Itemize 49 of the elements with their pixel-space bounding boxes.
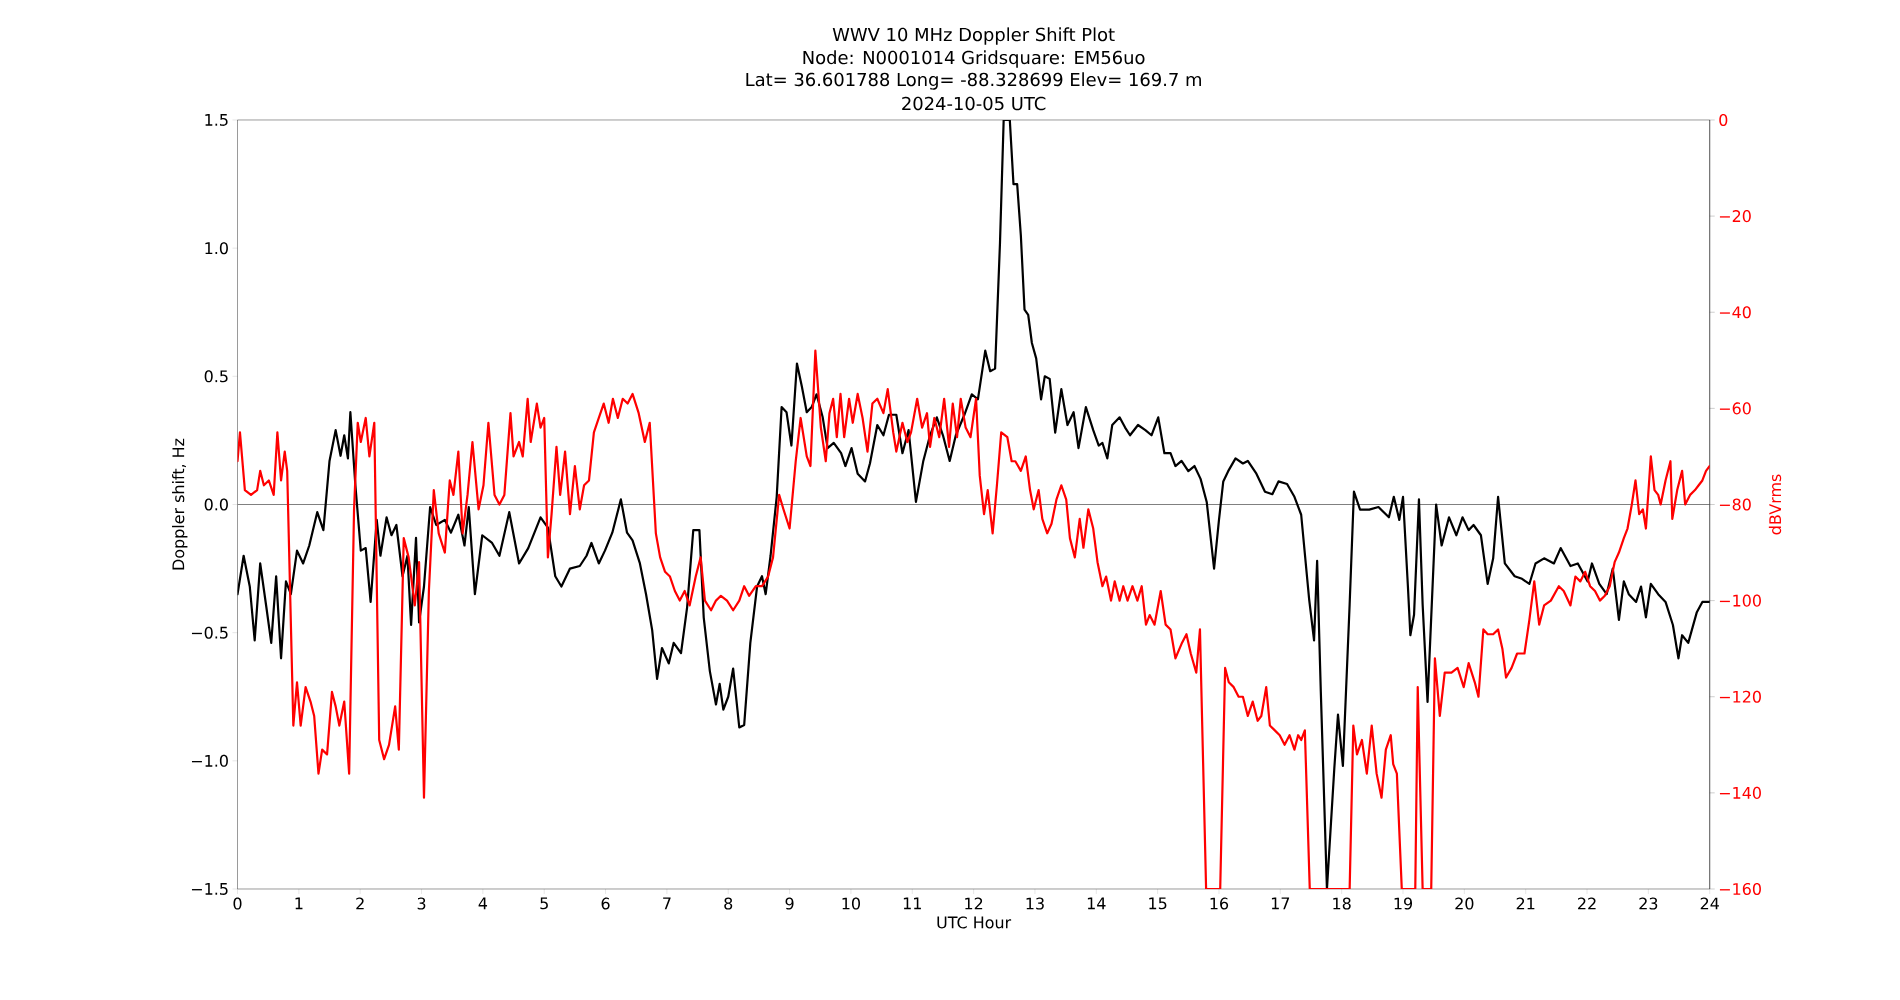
x-tick-label: 0 <box>233 897 242 910</box>
x-tick-label: 10 <box>842 897 860 910</box>
x-tick-label: 8 <box>724 897 733 910</box>
y-tick-label: 1.5 <box>205 114 228 126</box>
x-tick-label: 19 <box>1394 897 1413 910</box>
y2-tick-label: 0 <box>1719 113 1728 126</box>
y2-tick-label: −20 <box>1719 210 1751 223</box>
text: 2024-10-05 UTC <box>902 96 1046 111</box>
x-tick-label: 14 <box>1087 897 1106 910</box>
chart-title: WWV 10 MHz Doppler Shift Plot <box>832 27 1115 45</box>
y2-tick-label: −40 <box>1719 306 1751 319</box>
line-series <box>237 349 1710 889</box>
y2-tick-label: −100 <box>1719 594 1761 607</box>
x-tick-label: 16 <box>1210 897 1229 910</box>
text: Lat= 36.601788 Long= -88.328699 Elev= 169.7 m <box>746 72 1201 90</box>
x-tick-label: 3 <box>417 897 426 910</box>
y-tick-label: −1.5 <box>191 883 228 895</box>
y2-tick-label: −80 <box>1719 498 1751 511</box>
x-tick-label: 4 <box>478 897 488 910</box>
x-tick-label: 5 <box>540 897 548 910</box>
x-axis-title: UTC Hour <box>937 916 1012 929</box>
x-tick-label: 23 <box>1639 897 1658 910</box>
x-tick-label: 18 <box>1333 897 1351 910</box>
y-tick-label: 1.0 <box>205 242 228 255</box>
x-tick-label: 15 <box>1149 897 1167 910</box>
y-tick-label: 0.5 <box>204 370 228 383</box>
x-tick-label: 11 <box>903 897 921 910</box>
x-tick-label: 12 <box>965 897 983 910</box>
y-axis-title: Doppler shift, Hz <box>172 438 188 570</box>
y2-tick-label: −160 <box>1719 882 1761 896</box>
x-tick-label: 22 <box>1578 897 1596 910</box>
x-tick-label: 24 <box>1700 897 1719 910</box>
x-tick-label: 13 <box>1026 897 1044 910</box>
y2-axis-title: dBVrms <box>1768 474 1782 535</box>
x-tick-label: 7 <box>663 897 671 910</box>
y-tick-label: −1.0 <box>191 754 228 767</box>
y-tick-label: −0.5 <box>191 626 228 639</box>
y2-tick-label: −60 <box>1719 402 1751 415</box>
x-tick-label: 6 <box>601 897 610 910</box>
y2-tick-label: −120 <box>1719 690 1761 703</box>
chart-subtitle: Node: N0001014 Gridsquare: EM56uo <box>803 50 1145 68</box>
x-tick-label: 21 <box>1516 897 1535 910</box>
y-tick-label: 0.0 <box>204 498 228 511</box>
x-tick-label: 2 <box>356 897 364 910</box>
y2-tick-label: −140 <box>1719 786 1761 799</box>
x-tick-label: 20 <box>1455 897 1474 910</box>
x-tick-label: 17 <box>1271 897 1290 910</box>
x-tick-label: 9 <box>785 897 794 910</box>
x-tick-label: 1 <box>295 897 303 910</box>
